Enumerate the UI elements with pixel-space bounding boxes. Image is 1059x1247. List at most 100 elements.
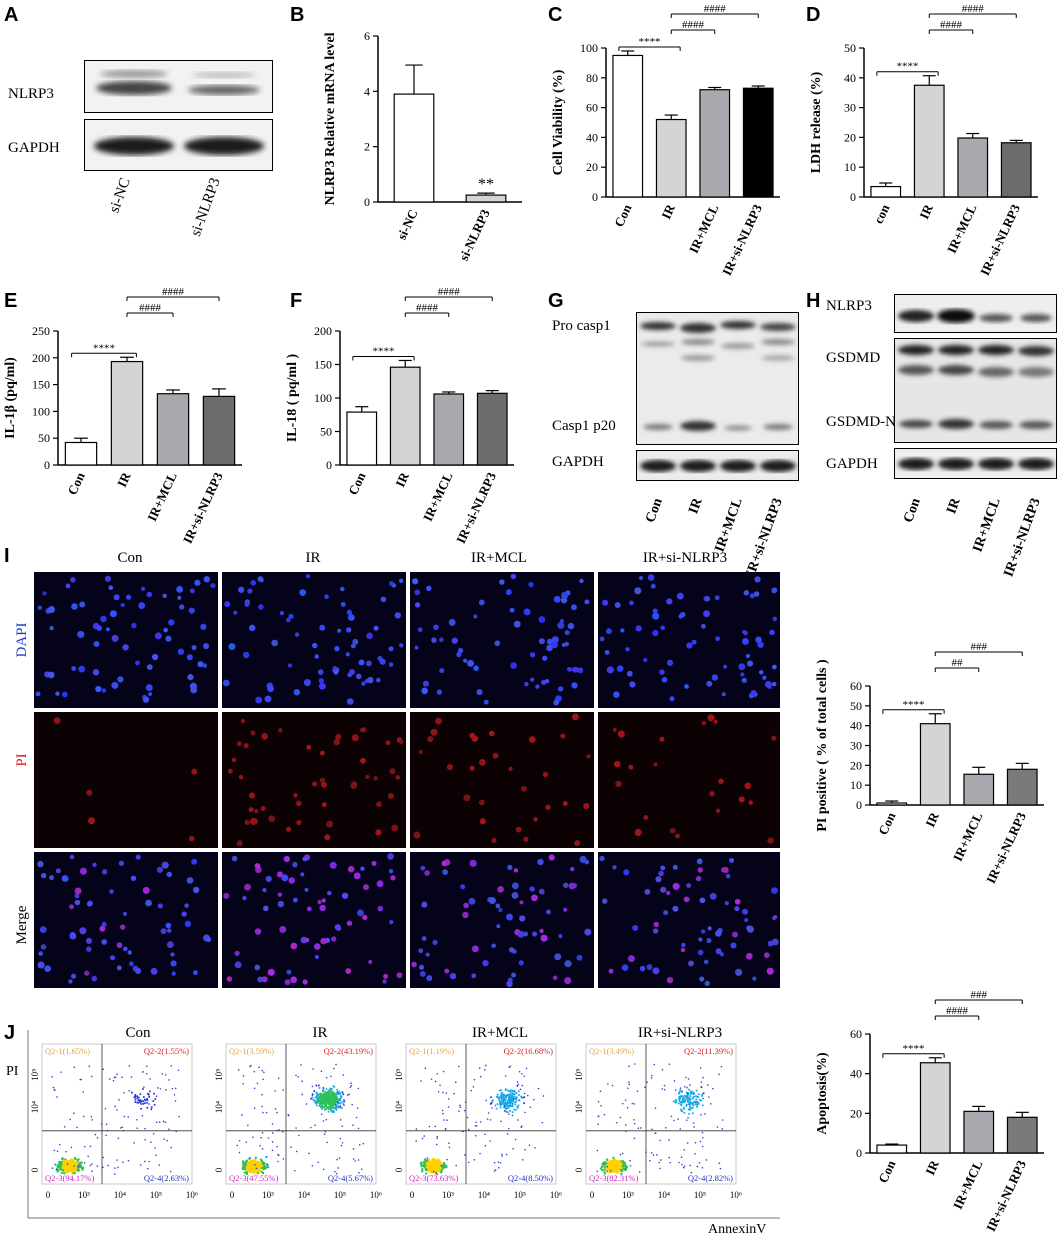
nucleus-dot — [614, 601, 621, 608]
nucleus-dot — [613, 691, 620, 698]
x-tick-label: 10⁴ — [298, 1190, 310, 1200]
quadrant-label: Q2-2(16.68%) — [504, 1046, 554, 1056]
flow-dot — [336, 1088, 339, 1091]
blot-band — [680, 460, 716, 472]
merge-dot — [205, 936, 212, 943]
flow-dot — [246, 1162, 250, 1166]
flow-dot — [611, 1165, 615, 1168]
nucleus-dot — [332, 666, 338, 671]
merge-dot — [135, 854, 141, 860]
pi-dot — [674, 833, 680, 839]
flow-dot — [674, 1089, 677, 1091]
flow-dot — [633, 1103, 636, 1105]
flow-dot — [177, 1069, 180, 1072]
nucleus-dot — [483, 699, 489, 705]
flow-dot — [277, 1160, 279, 1163]
merge-dot — [300, 936, 308, 944]
flow-dot — [686, 1142, 689, 1144]
flow-dot — [321, 1097, 324, 1100]
merge-dot — [426, 975, 433, 982]
micro-col-title: IR+si-NLRP3 — [642, 550, 728, 566]
flow-dot — [438, 1164, 442, 1167]
nucleus-dot — [93, 641, 100, 648]
merge-dot — [495, 903, 501, 909]
flow-dot — [278, 1129, 280, 1131]
flow-dot — [261, 1093, 263, 1096]
flow-dot — [90, 1075, 93, 1078]
flow-dot — [484, 1133, 486, 1136]
merge-dot — [602, 898, 608, 904]
nucleus-dot — [764, 680, 772, 688]
pi-dot — [249, 818, 257, 826]
merge-dot — [91, 975, 98, 982]
nucleus-dot — [65, 583, 71, 589]
nucleus-dot — [141, 586, 146, 591]
nucleus-dot — [545, 679, 550, 684]
flow-dot — [503, 1098, 506, 1101]
pi-dot — [479, 799, 485, 806]
flow-dot — [168, 1128, 170, 1131]
pi-dot — [335, 733, 342, 741]
flow-dot — [490, 1101, 493, 1104]
merge-dot — [688, 960, 694, 967]
pi-dot — [387, 792, 395, 800]
flow-dot — [621, 1164, 624, 1168]
flow-dot — [112, 1079, 115, 1082]
nucleus-dot — [524, 681, 529, 687]
nucleus-dot — [604, 649, 610, 655]
flow-dot — [428, 1125, 431, 1128]
nucleus-dot — [389, 581, 394, 586]
flow-dot — [436, 1072, 438, 1075]
nucleus-dot — [189, 588, 195, 594]
pi-dot — [295, 800, 302, 807]
flow-dot — [145, 1072, 148, 1075]
merge-dot — [142, 886, 150, 894]
flow-dot — [638, 1171, 641, 1173]
merge-dot — [419, 970, 426, 977]
flow-dot — [357, 1087, 360, 1090]
y-tick-label: 10 — [844, 160, 856, 174]
significance-label: **** — [639, 36, 661, 48]
merge-dot — [730, 942, 737, 949]
nucleus-dot — [755, 636, 762, 644]
merge-dot — [331, 936, 337, 942]
merge-dot — [284, 979, 291, 986]
flow-dot — [331, 1110, 334, 1113]
merge-dot — [546, 909, 551, 915]
merge-dot — [731, 931, 738, 938]
flow-dot — [514, 1103, 517, 1106]
blot-band — [898, 458, 934, 470]
y-tick-label: 40 — [850, 719, 862, 733]
nucleus-dot — [571, 604, 577, 611]
flow-dot — [350, 1084, 353, 1087]
flow-dot — [116, 1159, 118, 1161]
flow-dot — [325, 1103, 328, 1106]
flow-dot — [123, 1091, 125, 1094]
pi-dot — [469, 732, 476, 739]
flow-dot — [169, 1170, 172, 1173]
nucleus-dot — [71, 666, 77, 672]
nucleus-dot — [364, 678, 370, 684]
flow-dot — [65, 1170, 69, 1174]
flow-dot — [633, 1118, 635, 1121]
flow-dot — [619, 1168, 623, 1172]
flow-dot — [521, 1084, 524, 1087]
micrograph-tile — [34, 572, 218, 708]
bar — [64, 441, 98, 466]
flow-dot — [136, 1127, 139, 1129]
nucleus-dot — [179, 604, 185, 610]
merge-dot — [390, 875, 396, 881]
merge-dot — [663, 910, 669, 916]
flow-dot — [127, 1116, 130, 1118]
significance-label: #### — [940, 19, 963, 31]
flow-dot — [689, 1095, 692, 1098]
flow-dot — [506, 1111, 509, 1113]
flow-dot — [455, 1164, 457, 1167]
flow-dot — [507, 1089, 510, 1092]
flow-dot — [91, 1163, 93, 1165]
flow-dot — [673, 1119, 675, 1122]
y-tick-label: 30 — [850, 739, 862, 753]
flow-dot — [322, 1095, 325, 1098]
flow-col-title: IR — [312, 1025, 328, 1041]
merge-dot — [570, 866, 575, 872]
